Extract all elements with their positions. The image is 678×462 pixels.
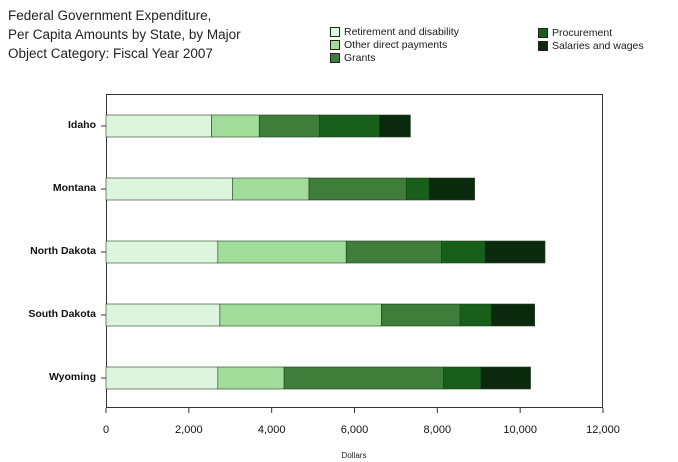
chart-legend: Retirement and disability Other direct p…: [330, 26, 675, 76]
legend-label-procurement: Procurement: [552, 27, 613, 39]
bar-segment-wyoming-grants: [283, 366, 444, 390]
legend-swatch-salaries-and-wages: [538, 41, 548, 51]
legend-item-other-direct-payments: Other direct payments: [330, 39, 447, 51]
bar-segment-south-dakota-salaries-and-wages: [490, 303, 535, 327]
x-tick-label: 12,000: [586, 424, 620, 436]
bar-segment-north-dakota-salaries-and-wages: [484, 240, 546, 264]
bar-segment-montana-retirement-and-disability: [105, 177, 233, 201]
ticks-layer: [101, 125, 604, 413]
bars-layer: [105, 114, 546, 390]
x-tick-label: 8,000: [423, 424, 452, 436]
legend-label-retirement: Retirement and disability: [344, 26, 459, 38]
bar-segment-montana-procurement: [405, 177, 430, 201]
category-label-montana: Montana: [52, 182, 96, 194]
x-axis-label: Dollars: [341, 451, 367, 460]
legend-swatch-procurement: [538, 28, 548, 38]
legend-item-retirement: Retirement and disability: [330, 26, 459, 38]
bar-segment-idaho-other-direct-payments: [211, 114, 260, 138]
category-label-idaho: Idaho: [68, 119, 96, 131]
x-tick-label: 0: [102, 424, 110, 436]
bar-segment-south-dakota-procurement: [459, 303, 492, 327]
bar-segment-wyoming-salaries-and-wages: [480, 366, 531, 390]
chart-title-line: Per Capita Amounts by State, by Major: [8, 27, 241, 42]
legend-swatch-retirement: [330, 27, 340, 37]
category-label-north-dakota: North Dakota: [30, 245, 96, 257]
bar-segment-idaho-retirement-and-disability: [105, 114, 212, 138]
bar-segment-montana-grants: [308, 177, 407, 201]
legend-label-salaries-and-wages: Salaries and wages: [552, 40, 644, 52]
bar-segment-wyoming-other-direct-payments: [217, 366, 285, 390]
bar-segment-north-dakota-retirement-and-disability: [105, 240, 219, 264]
x-tick-label: 2,000: [175, 424, 203, 436]
bar-segment-north-dakota-other-direct-payments: [217, 240, 347, 264]
bar-segment-south-dakota-retirement-and-disability: [105, 303, 221, 327]
bar-segment-montana-salaries-and-wages: [428, 177, 475, 201]
category-label-wyoming: Wyoming: [48, 371, 96, 383]
x-tick-label: 6,000: [340, 424, 369, 436]
legend-item-procurement: Procurement: [538, 27, 612, 39]
legend-swatch-other-direct-payments: [330, 40, 340, 50]
bar-segment-south-dakota-grants: [381, 303, 461, 327]
legend-label-other-direct-payments: Other direct payments: [344, 39, 448, 51]
bar-segment-idaho-salaries-and-wages: [379, 114, 411, 138]
bar-segment-south-dakota-other-direct-payments: [219, 303, 382, 327]
legend-item-grants: Grants: [330, 52, 376, 64]
bar-segment-idaho-procurement: [318, 114, 380, 138]
legend-swatch-grants: [330, 53, 340, 63]
bar-segment-idaho-grants: [258, 114, 320, 138]
chart-title-line: Object Category: Fiscal Year 2007: [8, 46, 213, 61]
x-tick-label: 4,000: [257, 424, 286, 436]
bar-segment-wyoming-procurement: [443, 366, 482, 390]
legend-item-salaries-and-wages: Salaries and wages: [538, 40, 644, 52]
legend-label-grants: Grants: [344, 52, 376, 64]
chart-title: Federal Government Expenditure, Per Capi…: [8, 6, 318, 63]
x-tick-label: 10,000: [503, 424, 538, 436]
chart-title-line: Federal Government Expenditure,: [8, 8, 212, 23]
category-label-south-dakota: South Dakota: [28, 308, 96, 320]
bar-segment-north-dakota-grants: [345, 240, 442, 264]
bar-segment-north-dakota-procurement: [441, 240, 486, 264]
bar-segment-montana-other-direct-payments: [232, 177, 310, 201]
bar-segment-wyoming-retirement-and-disability: [105, 366, 219, 390]
